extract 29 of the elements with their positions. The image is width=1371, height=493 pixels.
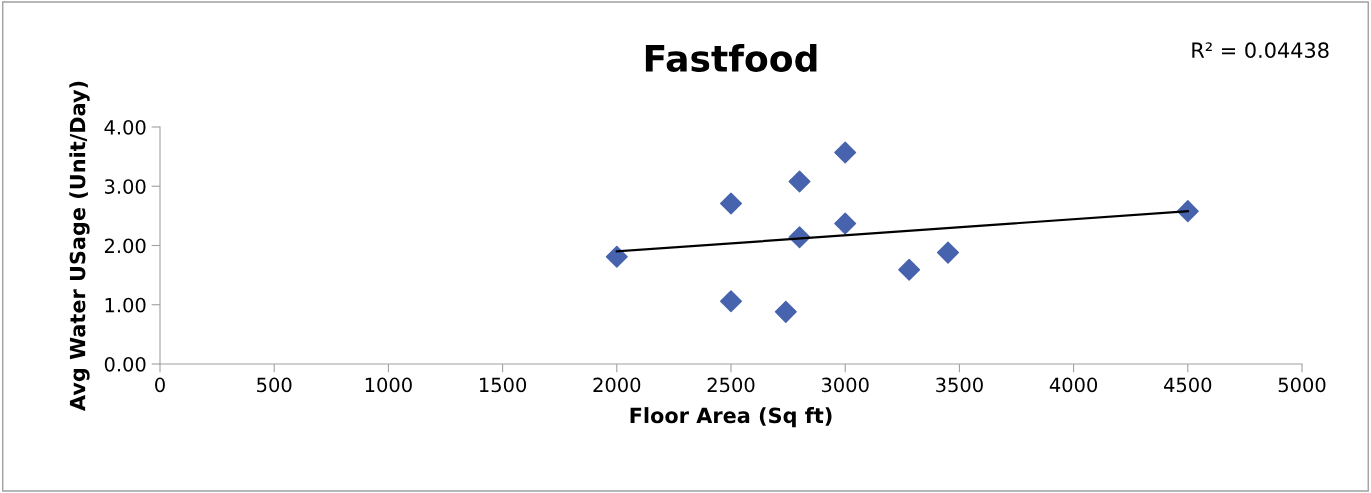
point (898, 258, 921, 281)
text: R² = 0.04438 (1192, 42, 1329, 59)
point (774, 300, 797, 323)
chart-title: Fastfood (645, 44, 817, 72)
y-tick-label: 1.00 (105, 297, 146, 313)
x-tick-label: 1000 (365, 377, 412, 393)
y-tick-label: 2.00 (104, 238, 146, 254)
point (605, 245, 628, 268)
x-tick-label: 0 (155, 377, 165, 393)
x-tick-label: 5000 (1278, 377, 1326, 393)
x-axis-title: Floor Area (Sq ft) (630, 407, 832, 428)
x-tick-label: 3500 (936, 377, 983, 393)
x-tick-label: 1500 (479, 377, 527, 393)
y-tick-label: 0.00 (104, 356, 146, 372)
point (720, 192, 742, 215)
x-tick-label: 3000 (821, 377, 869, 393)
y-tick-label: 3.00 (104, 179, 146, 194)
x-tick-label: 4000 (1049, 377, 1098, 393)
y-axis-title: Avg Water USage (Unit/Day) (69, 81, 90, 411)
point (720, 290, 742, 313)
point (936, 241, 959, 264)
point (834, 141, 857, 164)
x-tick-label: 2500 (707, 377, 755, 393)
point (788, 170, 811, 193)
y-tick-label: 4.00 (104, 119, 146, 135)
x-tick-label: 4500 (1164, 377, 1212, 393)
point (834, 212, 857, 235)
x-tick-label: 2000 (593, 377, 641, 393)
x-tick-label: 500 (257, 377, 292, 393)
